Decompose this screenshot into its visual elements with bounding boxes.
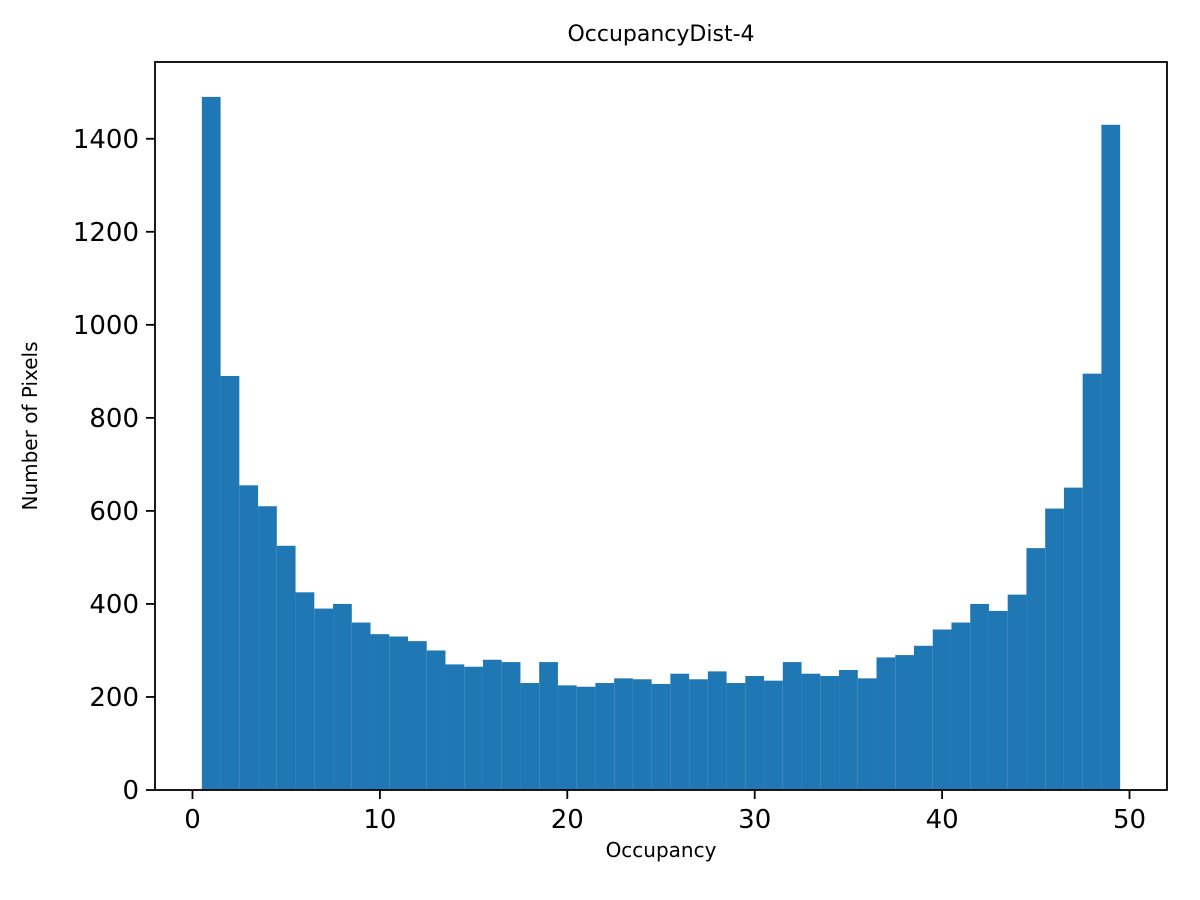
histogram-bar (632, 679, 652, 790)
histogram-bar (951, 622, 971, 790)
histogram-bar (689, 679, 708, 790)
histogram-bar (1063, 487, 1083, 790)
histogram-bar (314, 608, 334, 790)
histogram-bar (201, 96, 221, 790)
histogram-bar (820, 676, 840, 790)
histogram-bar (914, 645, 933, 790)
y-tick-label: 1200 (73, 218, 139, 248)
histogram-bar (801, 673, 821, 790)
histogram-bar (220, 375, 240, 790)
histogram-bar (389, 636, 408, 790)
y-tick-label: 200 (89, 683, 139, 713)
histogram-bar (707, 671, 727, 790)
x-tick-label: 20 (551, 805, 584, 835)
histogram-bar (745, 676, 765, 790)
histogram-bar (1026, 548, 1046, 790)
y-tick-label: 600 (89, 497, 139, 527)
histogram-bar (764, 680, 783, 790)
histogram-bar (876, 657, 896, 790)
x-tick-label: 30 (738, 805, 771, 835)
histogram-bar (614, 678, 633, 790)
histogram-bar (464, 666, 483, 790)
histogram-bar (370, 634, 390, 790)
histogram-bar (595, 683, 615, 790)
axes-spines (154, 61, 1168, 791)
histogram-bar (932, 629, 952, 790)
x-axis-label: Occupancy (605, 838, 717, 862)
histogram-bar (988, 610, 1008, 790)
histogram-bar (539, 662, 558, 790)
histogram-bar (1007, 594, 1027, 790)
histogram-bar (295, 592, 315, 790)
x-tick-label: 10 (363, 805, 396, 835)
x-tick-label: 50 (1113, 805, 1146, 835)
histogram-bar (970, 603, 989, 790)
chart-title: OccupancyDist-4 (567, 22, 755, 47)
histogram-bar (445, 664, 465, 790)
histogram-bar (782, 662, 802, 790)
histogram-bar (520, 683, 540, 790)
histogram-bar (482, 659, 502, 790)
histogram-bar (258, 506, 277, 790)
histogram-bar (576, 686, 596, 790)
y-tick-label: 1000 (73, 311, 139, 341)
histogram-bar (857, 678, 877, 790)
y-tick-label: 1400 (73, 125, 139, 155)
histogram-bar (501, 662, 521, 790)
histogram-bar (670, 673, 690, 790)
y-tick-label: 400 (89, 590, 139, 620)
histogram-bar (651, 683, 671, 790)
histogram-bar (276, 545, 296, 790)
histogram-bar (333, 603, 352, 790)
y-tick-label: 0 (122, 776, 139, 806)
histogram-bar (239, 485, 259, 790)
y-tick-label: 800 (89, 404, 139, 434)
histogram-bar (839, 669, 858, 790)
histogram-bar (895, 655, 914, 790)
histogram-bar (408, 641, 427, 790)
histogram-bar (1101, 124, 1121, 791)
x-tick-label: 40 (926, 805, 959, 835)
histogram-bar (557, 685, 577, 790)
x-tick-label: 0 (184, 805, 201, 835)
histogram-bar (1045, 508, 1064, 790)
histogram-bar (426, 650, 446, 790)
histogram-bar (726, 683, 746, 790)
histogram-bar (1082, 373, 1102, 790)
histogram-bar (351, 622, 371, 790)
